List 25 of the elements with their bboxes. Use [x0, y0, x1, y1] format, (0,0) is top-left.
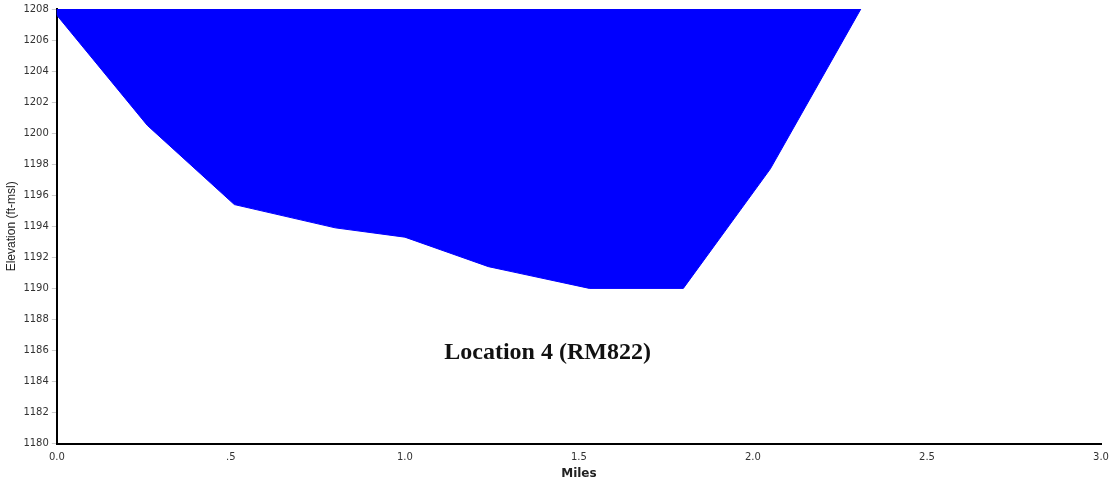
- x-tick-label: 0.0: [48, 451, 65, 463]
- x-axis-title: Miles: [561, 465, 597, 480]
- x-tick-label: 1.0: [396, 451, 413, 463]
- x-tick-label: .5: [226, 451, 236, 463]
- y-tick-label: 1182: [23, 406, 49, 418]
- y-tick-label: 1206: [23, 33, 49, 45]
- y-tick-label: 1192: [23, 250, 49, 262]
- y-tick-label: 1190: [23, 281, 49, 293]
- x-tick-label: 3.0: [1093, 451, 1109, 463]
- y-tick-label: 1180: [23, 437, 49, 449]
- y-tick-label: 1200: [23, 126, 49, 138]
- y-tick-label: 1184: [23, 375, 49, 387]
- y-axis-title: Elevation (ft-msl): [3, 181, 18, 272]
- y-tick-label: 1194: [23, 219, 49, 231]
- y-tick-label: 1186: [23, 344, 49, 356]
- y-tick-label: 1198: [23, 157, 49, 169]
- y-tick-label: 1204: [23, 64, 49, 76]
- x-tick-label: 2.0: [745, 451, 761, 463]
- y-tick-label: 1202: [23, 95, 49, 107]
- y-tick-label: 1188: [23, 313, 49, 325]
- x-tick-label: 1.5: [570, 451, 587, 463]
- x-tick-label: 2.5: [919, 451, 935, 463]
- y-tick-label: 1196: [23, 188, 49, 200]
- annotation: Location 4 (RM822): [444, 337, 651, 364]
- y-tick-label: 1208: [23, 2, 49, 14]
